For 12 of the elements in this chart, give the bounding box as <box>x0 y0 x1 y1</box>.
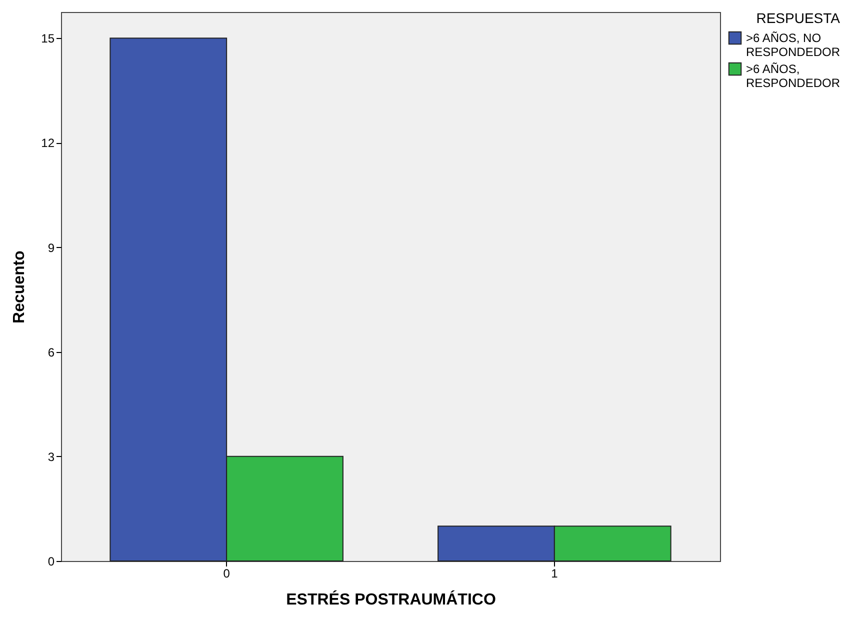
x-tick-label: 1 <box>551 566 558 580</box>
y-tick-label: 6 <box>48 345 55 360</box>
legend-label: >6 AÑOS, RESPONDEDOR <box>746 62 840 90</box>
legend-label: >6 AÑOS, NO RESPONDEDOR <box>746 31 840 59</box>
y-tick-label: 3 <box>48 450 55 464</box>
legend-title: RESPUESTA <box>756 10 841 26</box>
y-tick-label: 9 <box>48 240 55 255</box>
y-tick-label: 12 <box>41 136 55 150</box>
y-axis-title: Recuento <box>11 250 28 324</box>
y-tick-label: 0 <box>48 554 55 568</box>
y-tick-label: 15 <box>41 32 55 46</box>
x-axis-title: ESTRÉS POSTRAUMÁTICO <box>286 590 496 608</box>
